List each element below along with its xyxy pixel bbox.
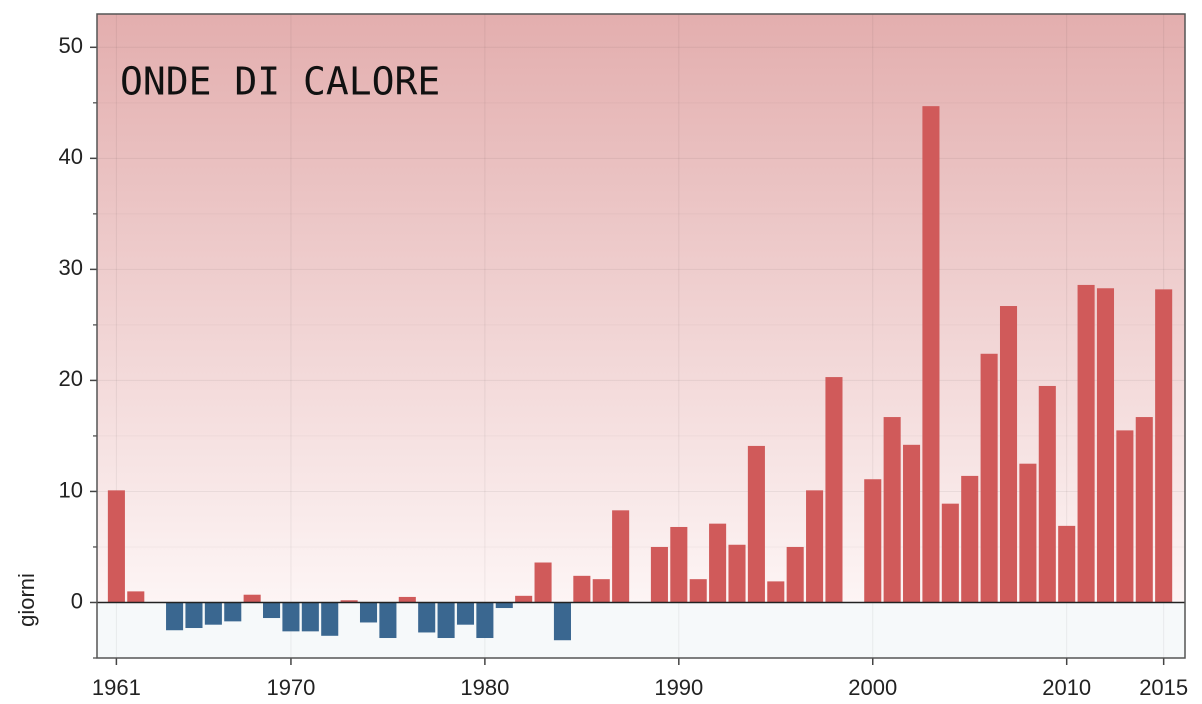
- bar: [534, 562, 552, 603]
- bar: [301, 602, 319, 632]
- y-tick-label: 20: [59, 366, 83, 391]
- bar: [883, 417, 901, 603]
- bar: [1077, 284, 1095, 603]
- bar: [1058, 525, 1076, 603]
- chart-title: ONDE DI CALORE: [120, 60, 440, 104]
- bar: [612, 510, 630, 603]
- bar: [1038, 385, 1056, 603]
- bar: [166, 602, 184, 631]
- y-tick-label: 40: [59, 144, 83, 169]
- x-tick-label: 2010: [1042, 675, 1091, 700]
- y-tick-label: 50: [59, 33, 83, 58]
- x-tick-label: 1970: [266, 675, 315, 700]
- bar: [379, 602, 397, 639]
- bar: [961, 475, 979, 603]
- bar: [456, 602, 475, 625]
- bar: [999, 306, 1018, 603]
- bar: [553, 602, 571, 641]
- x-tick-label: 2015: [1139, 675, 1188, 700]
- bar: [418, 602, 436, 633]
- bar: [864, 479, 882, 603]
- bar: [825, 377, 843, 603]
- y-tick-label: 0: [71, 588, 83, 613]
- bar: [224, 602, 242, 622]
- bar: [767, 581, 785, 603]
- y-tick-label: 30: [59, 255, 83, 280]
- bar: [1096, 288, 1115, 603]
- bar: [980, 353, 998, 603]
- cool-background: [97, 602, 1185, 658]
- bar: [922, 106, 940, 603]
- x-tick-label: 2000: [848, 675, 897, 700]
- bar: [495, 602, 513, 609]
- bar: [1135, 417, 1153, 603]
- bar: [689, 579, 707, 603]
- bar: [728, 544, 746, 603]
- y-tick-label: 10: [59, 477, 83, 502]
- bar: [903, 444, 921, 603]
- bar: [806, 490, 824, 603]
- bar: [127, 591, 145, 603]
- x-tick-label: 1990: [654, 675, 703, 700]
- bar: [573, 575, 591, 603]
- bar: [515, 595, 533, 603]
- bar: [1116, 430, 1134, 603]
- x-tick-label: 1961: [92, 675, 141, 700]
- bar: [592, 579, 610, 603]
- bar: [398, 596, 416, 603]
- bar: [941, 503, 959, 603]
- bar: [670, 526, 688, 603]
- bar: [107, 490, 125, 603]
- bar: [650, 546, 668, 603]
- bar: [786, 546, 804, 603]
- y-axis-label: giorni: [14, 573, 39, 627]
- bar: [340, 600, 358, 603]
- bar: [747, 445, 765, 603]
- bar: [1155, 289, 1173, 603]
- bar: [476, 602, 494, 639]
- bar: [185, 602, 203, 629]
- x-tick-label: 1980: [460, 675, 509, 700]
- bar: [282, 602, 300, 632]
- bar: [321, 602, 339, 636]
- bar: [263, 602, 281, 619]
- bar: [1019, 463, 1037, 603]
- plot-frame: [96, 13, 1186, 659]
- bar: [437, 602, 455, 639]
- bar: [709, 523, 727, 603]
- bar: [204, 602, 222, 625]
- bar: [243, 594, 261, 603]
- bar: [359, 602, 378, 623]
